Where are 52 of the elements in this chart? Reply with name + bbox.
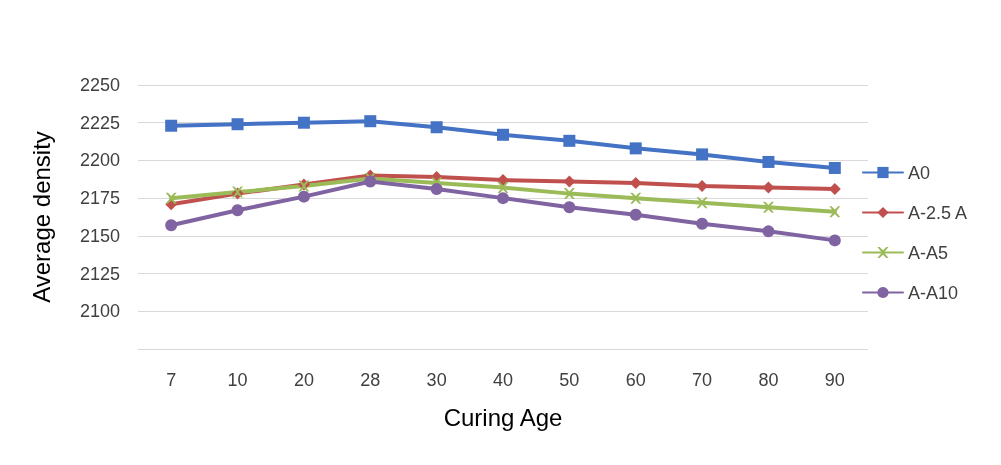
point <box>563 201 576 214</box>
y-axis-title: Average density <box>27 131 55 303</box>
y-tick-label: 2125 <box>79 263 120 284</box>
y-tick-label: 2225 <box>79 112 120 133</box>
y-tick-label: 2150 <box>79 225 120 246</box>
x-tick-label: 28 <box>360 370 381 390</box>
point <box>829 206 841 218</box>
point <box>696 197 708 209</box>
x-tick-label: 40 <box>492 370 514 390</box>
point <box>828 161 841 174</box>
legend-label: A-2.5 A <box>907 202 968 223</box>
point <box>762 155 775 168</box>
point <box>630 192 642 204</box>
x-tick-label: 10 <box>227 370 248 390</box>
point <box>629 208 642 221</box>
point <box>696 148 709 161</box>
x-axis-title: Curing Age <box>443 403 563 431</box>
x-tick-label: 90 <box>824 370 845 390</box>
legend-label: A-A5 <box>907 242 948 263</box>
x-tick-label: 7 <box>166 370 177 390</box>
point <box>696 217 709 230</box>
point <box>497 182 509 194</box>
point <box>231 118 244 131</box>
x-tick-label: 50 <box>559 370 580 390</box>
y-tick-label: 2100 <box>79 301 120 322</box>
y-tick-label: 2175 <box>79 188 120 209</box>
point <box>165 219 178 232</box>
point <box>762 225 775 238</box>
point <box>297 190 310 203</box>
legend-label: A-A10 <box>907 282 958 303</box>
y-tick-label: 2250 <box>79 75 120 95</box>
point <box>165 192 177 204</box>
point <box>165 119 178 132</box>
point <box>629 142 642 155</box>
legend-label: A0 <box>907 162 930 183</box>
point <box>563 134 576 147</box>
y-tick-label: 2200 <box>79 150 120 171</box>
point <box>231 204 244 217</box>
x-tick-label: 80 <box>758 370 779 390</box>
point <box>497 128 509 141</box>
x-tick-label: 70 <box>692 370 713 390</box>
x-tick-label: 20 <box>293 370 314 390</box>
point <box>297 116 310 129</box>
point <box>497 192 509 205</box>
x-tick-label: 30 <box>426 370 447 390</box>
point <box>563 188 575 200</box>
point <box>364 115 377 128</box>
x-tick-label: 60 <box>625 370 646 390</box>
point <box>762 201 774 213</box>
point <box>828 234 841 247</box>
point <box>430 121 443 134</box>
point <box>430 183 443 196</box>
